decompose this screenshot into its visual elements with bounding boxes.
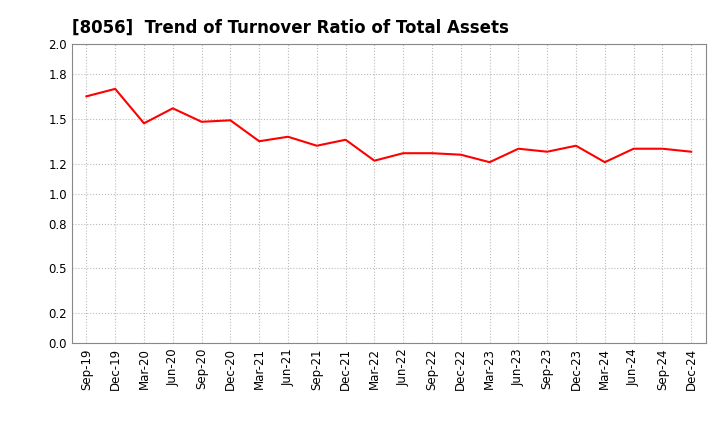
Text: [8056]  Trend of Turnover Ratio of Total Assets: [8056] Trend of Turnover Ratio of Total … [72, 19, 509, 37]
